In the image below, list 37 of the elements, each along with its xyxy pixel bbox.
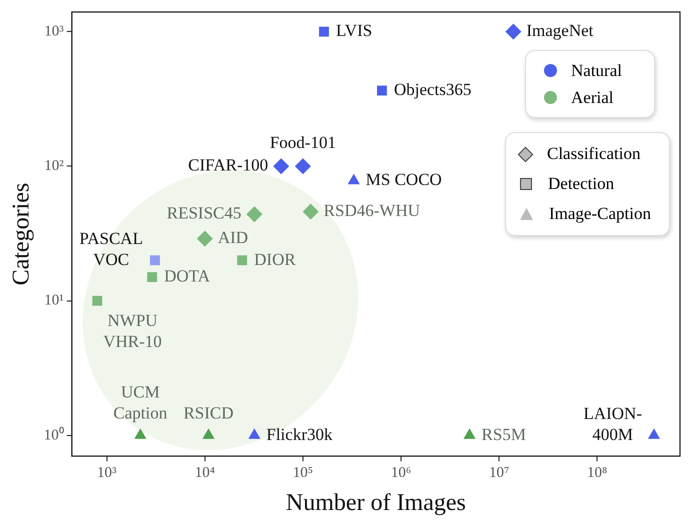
annotation: Detection — [548, 173, 614, 195]
data-label: Food-101 — [270, 133, 336, 152]
key-panel: Natural Aerial — [525, 50, 655, 118]
y-tick-label: 10⁰ — [44, 426, 64, 444]
data-label: AID — [218, 228, 248, 248]
y-tick-label: 10¹ — [44, 292, 64, 309]
annotation: Aerial — [571, 87, 614, 109]
data-label: LVIS — [336, 21, 372, 40]
x-tick-label: 10⁶ — [390, 465, 412, 482]
data-label: RSD46-WHU — [324, 201, 420, 220]
data-label: Objects365 — [394, 80, 472, 100]
x-axis-title: Number of Images — [286, 490, 466, 516]
y-tick-label: 10³ — [44, 24, 64, 40]
x-tick-label: 10⁷ — [488, 465, 510, 482]
data-label: RS5M — [482, 424, 526, 444]
annotation: Natural — [571, 60, 622, 82]
data-label: DIOR — [254, 250, 296, 269]
x-tick-label: 10³ — [97, 465, 118, 482]
data-label: ImageNet — [526, 21, 594, 40]
data-label: CIFAR-100 — [188, 156, 268, 175]
data-label: UCM Caption — [113, 382, 168, 422]
x-tick-label: 10⁴ — [194, 465, 215, 482]
data-label: RESISC45 — [166, 204, 242, 223]
data-label: Flickr30k — [266, 424, 333, 444]
data-label: MS COCO — [366, 170, 442, 190]
annotation: Classification — [547, 143, 640, 165]
x-tick-label: 10⁸ — [587, 465, 608, 482]
y-tick-label: 10² — [44, 158, 64, 174]
data-label: RSICD — [183, 403, 234, 422]
key-panel: Classification Detection Image-Caption — [505, 132, 670, 236]
data-label: PASCAL VOC — [79, 228, 143, 269]
data-label: LAION- 400M — [583, 404, 642, 444]
annotation: Image-Caption — [549, 203, 651, 225]
data-label: NWPU VHR-10 — [103, 310, 162, 351]
data-label: DOTA — [164, 266, 211, 286]
y-axis-title: Categories — [8, 182, 35, 286]
x-tick-label: 10⁵ — [292, 465, 314, 482]
